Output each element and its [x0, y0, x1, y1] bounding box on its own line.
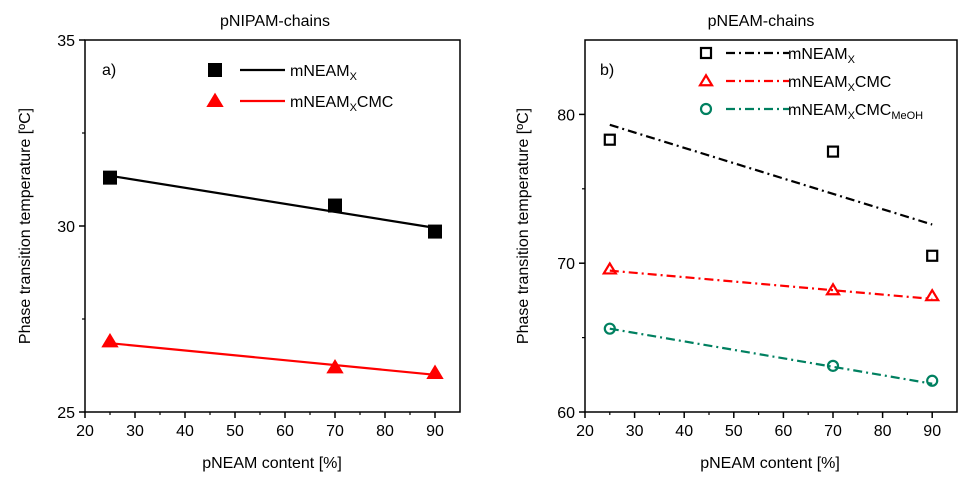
legend-a: mNEAMX mNEAMXCMC [206, 63, 393, 114]
data-point [103, 170, 117, 185]
panel-label-a: a) [102, 62, 116, 79]
y-tick-label: 70 [557, 256, 575, 273]
data-point [428, 224, 442, 239]
legend-swatch [206, 92, 224, 108]
x-tick-label: 60 [276, 423, 294, 440]
fit-line [109, 174, 436, 229]
fits-a [109, 174, 436, 376]
ylabel-a: Phase transition temperature [ºC] [17, 108, 34, 344]
data-point [326, 358, 344, 374]
points-a [101, 170, 444, 379]
legend-label: mNEAMXCMC [788, 74, 891, 94]
plot-frame-a [84, 39, 461, 413]
data-point [825, 282, 841, 296]
legend-label: mNEAMXCMC [290, 94, 393, 114]
panel-b: pNEAM-chains b) pNEAM content [%] Phase … [515, 13, 958, 472]
legend-label: mNEAMX [290, 63, 358, 83]
x-tick-label: 40 [675, 423, 693, 440]
data-point [826, 359, 840, 372]
title-b: pNEAM-chains [708, 13, 815, 30]
x-tick-label: 60 [775, 423, 793, 440]
x-tick-label: 50 [725, 423, 743, 440]
ticks-b: 20 30 40 50 60 70 80 90 60 70 80 [557, 107, 941, 440]
legend-swatch [699, 46, 713, 60]
fit-line [609, 123, 933, 226]
data-point [603, 322, 616, 335]
legend-swatch [698, 73, 714, 87]
y-tick-label: 30 [57, 219, 75, 236]
xlabel-a: pNEAM content [%] [202, 455, 342, 472]
ticks-a: 20 30 40 50 60 70 80 90 25 30 35 [57, 33, 444, 440]
legend-label: mNEAMXCMCMeOH [788, 102, 923, 122]
x-tick-label: 90 [426, 423, 444, 440]
y-tick-label: 35 [57, 33, 75, 50]
legend-label: mNEAMX [788, 46, 856, 66]
fits-b [609, 123, 933, 385]
data-point [926, 249, 939, 262]
panel-label-b: b) [600, 62, 614, 79]
fit-line [109, 342, 436, 376]
x-tick-label: 30 [126, 423, 144, 440]
points-b [601, 133, 941, 387]
data-point [328, 198, 342, 213]
data-point [601, 261, 618, 275]
data-point [826, 145, 840, 158]
x-tick-label: 50 [226, 423, 244, 440]
fit-line [609, 327, 933, 385]
data-point [426, 364, 444, 379]
x-tick-label: 70 [824, 423, 842, 440]
y-tick-label: 80 [557, 107, 575, 124]
x-tick-label: 70 [326, 423, 344, 440]
x-tick-label: 20 [576, 423, 594, 440]
x-tick-label: 30 [626, 423, 644, 440]
data-point [101, 332, 119, 348]
xlabel-b: pNEAM content [%] [700, 455, 840, 472]
fit-line [609, 269, 933, 301]
data-point [926, 374, 939, 387]
x-tick-label: 90 [923, 423, 941, 440]
x-tick-label: 40 [176, 423, 194, 440]
title-a: pNIPAM-chains [220, 13, 330, 30]
x-tick-label: 20 [76, 423, 94, 440]
x-tick-label: 80 [874, 423, 892, 440]
plot-frame-b [584, 39, 958, 413]
legend-swatch [208, 63, 222, 77]
panel-a: pNIPAM-chains a) pNEAM content [%] Phase… [17, 13, 461, 472]
data-point [603, 133, 616, 146]
y-tick-label: 60 [557, 405, 575, 422]
data-point [924, 288, 941, 302]
x-tick-label: 80 [376, 423, 394, 440]
legend-b: mNEAMX mNEAMXCMC mNEAMXCMCMeOH [698, 46, 923, 122]
ylabel-b: Phase transition temperature [ºC] [515, 108, 532, 344]
y-tick-label: 25 [57, 405, 75, 422]
legend-swatch [699, 102, 713, 116]
